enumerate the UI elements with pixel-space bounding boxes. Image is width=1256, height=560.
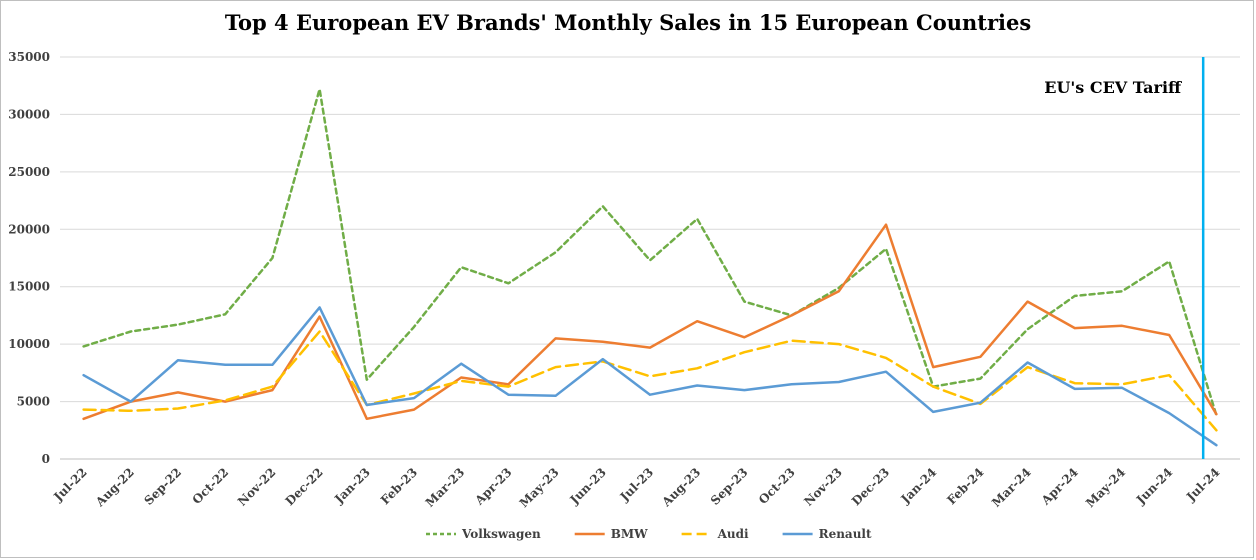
x-tick-label: May-24 bbox=[1083, 465, 1128, 510]
x-tick-label: Apr-24 bbox=[1038, 465, 1081, 508]
x-tick-label: Jun-24 bbox=[1133, 465, 1175, 507]
y-tick-label: 5000 bbox=[17, 395, 50, 409]
gridlines bbox=[60, 56, 1240, 460]
tariff-annotation: EU's CEV Tariff bbox=[1044, 78, 1182, 97]
x-tick-label: Jul-24 bbox=[1183, 465, 1222, 504]
y-axis-ticks: 0 5000 10000 15000 20000 25000 30000 35000 bbox=[8, 50, 50, 466]
x-tick-label: Mar-23 bbox=[423, 465, 468, 510]
series-line-volkswagen bbox=[82, 87, 1218, 417]
series-line-audi bbox=[82, 330, 1218, 432]
x-tick-label: Nov-23 bbox=[801, 465, 845, 509]
x-tick-label: Dec-23 bbox=[849, 465, 892, 508]
series-line-bmw bbox=[82, 223, 1218, 421]
x-tick-label: Jul-22 bbox=[50, 465, 89, 504]
legend-label-volkswagen: Volkswagen bbox=[461, 527, 541, 541]
x-tick-label: Dec-22 bbox=[283, 465, 326, 508]
y-tick-label: 15000 bbox=[8, 280, 50, 294]
x-tick-label: Jul-23 bbox=[617, 465, 656, 504]
x-tick-label: Sep-22 bbox=[141, 465, 184, 508]
x-tick-label: Feb-23 bbox=[378, 465, 420, 507]
legend-label-bmw: BMW bbox=[611, 527, 648, 541]
x-tick-label: Jan-23 bbox=[331, 465, 373, 507]
x-tick-label: Feb-24 bbox=[944, 465, 986, 507]
x-tick-label: Jan-24 bbox=[898, 465, 940, 507]
legend-label-audi: Audi bbox=[717, 527, 749, 541]
x-tick-label: May-23 bbox=[517, 465, 562, 510]
y-tick-label: 25000 bbox=[8, 165, 50, 179]
legend-label-renault: Renault bbox=[819, 527, 872, 541]
x-tick-label: Apr-23 bbox=[472, 465, 515, 508]
x-tick-label: Nov-22 bbox=[235, 465, 279, 509]
x-tick-label: Oct-23 bbox=[756, 465, 798, 507]
y-tick-label: 0 bbox=[42, 452, 50, 466]
y-tick-label: 35000 bbox=[8, 50, 50, 64]
legend: Volkswagen BMW Audi Renault bbox=[426, 527, 872, 541]
series-lines bbox=[82, 87, 1218, 447]
x-tick-label: Oct-22 bbox=[190, 465, 232, 507]
x-tick-label: Mar-24 bbox=[989, 465, 1034, 510]
y-tick-label: 10000 bbox=[8, 337, 50, 351]
annotations: EU's CEV Tariff bbox=[1044, 57, 1205, 459]
chart-title: Top 4 European EV Brands' Monthly Sales … bbox=[224, 10, 1032, 35]
x-tick-label: Jun-23 bbox=[567, 465, 609, 507]
x-tick-label: Aug-22 bbox=[92, 465, 137, 510]
y-tick-label: 30000 bbox=[8, 107, 50, 121]
x-axis-ticks: Jul-22 Aug-22 Sep-22 Oct-22 Nov-22 Dec-22 Jan-… bbox=[50, 465, 1222, 510]
x-tick-label: Aug-23 bbox=[659, 465, 704, 510]
series-line-renault bbox=[82, 306, 1218, 447]
y-tick-label: 20000 bbox=[8, 222, 50, 236]
x-tick-label: Sep-23 bbox=[708, 465, 751, 508]
